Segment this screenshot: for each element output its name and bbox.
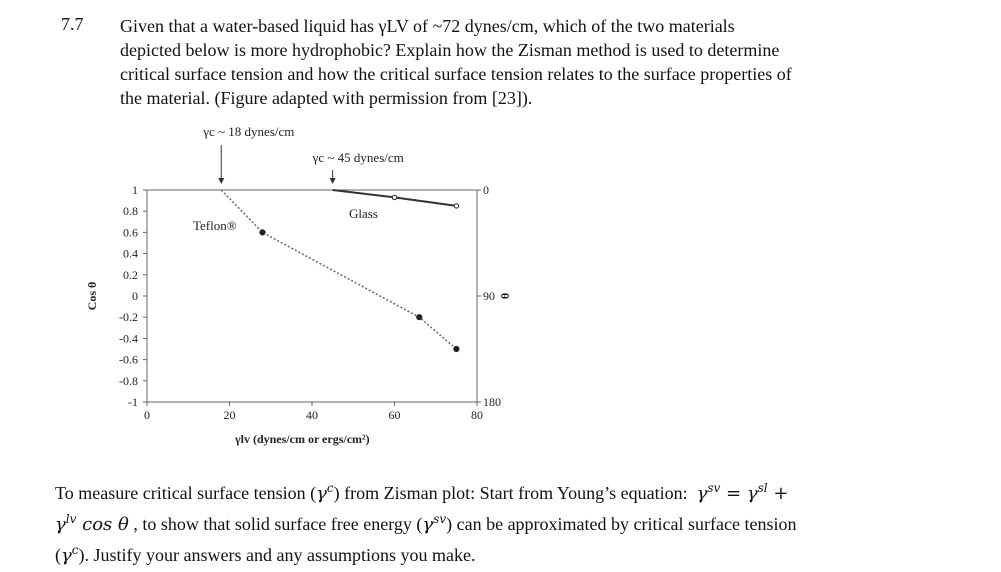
data-point xyxy=(453,345,460,353)
annotation-arrowhead xyxy=(218,178,225,184)
y-tick-label: -0.8 xyxy=(119,374,138,388)
series-label: Glass xyxy=(349,206,378,221)
zisman-plot: 1 0.8 0.6 0.4 0.2 0 -0.2 -0.4 -0.6 -0.8 -1 0 20 40 60 8… xyxy=(85,124,512,446)
y-tick-label: 0.8 xyxy=(123,204,138,218)
x-axis-label: γlv (dynes/cm or ergs/cm²) xyxy=(234,432,370,446)
y-tick-label: -0.4 xyxy=(119,331,138,345)
series-line-0 xyxy=(220,189,457,350)
question-line-2: depicted below is more hydrophobic? Expl… xyxy=(120,40,780,60)
question-number: 7.7 xyxy=(61,14,84,34)
instructions-line-3: (γc). Justify your answers and any assum… xyxy=(55,543,476,566)
data-point xyxy=(453,203,460,209)
y-tick-label: -0.2 xyxy=(119,310,138,324)
x-tick-label: 0 xyxy=(144,408,150,422)
x-tick-label: 80 xyxy=(471,408,483,422)
data-point xyxy=(416,314,423,321)
critical-tension-annotation: γc ~ 18 dynes/cm xyxy=(202,124,294,139)
question-line-1: Given that a water-based liquid has γLV … xyxy=(120,16,735,36)
data-point xyxy=(391,194,398,201)
x-tick-label: 40 xyxy=(306,408,318,422)
y-axis-label: Cos θ xyxy=(85,282,99,311)
y-tick-label: -0.6 xyxy=(119,353,138,367)
y2-tick-label: 90 xyxy=(483,289,495,303)
y2-tick-label: 180 xyxy=(483,395,501,409)
y-tick-label: 0.4 xyxy=(123,247,138,261)
question-text: Given that a water-based liquid has γLV … xyxy=(92,14,892,110)
instructions-line-1: To measure critical surface tension (γc)… xyxy=(55,481,789,504)
data-point xyxy=(259,229,266,236)
y-tick-label: 0 xyxy=(132,289,138,303)
x-tick-label: 20 xyxy=(224,408,236,422)
y2-axis-label: θ xyxy=(498,293,512,299)
y2-tick-label: 0 xyxy=(483,183,489,197)
series-label: Teflon® xyxy=(193,218,237,233)
y-tick-label: 1 xyxy=(132,183,138,197)
y-tick-label: -1 xyxy=(128,395,138,409)
annotation-arrowhead xyxy=(329,178,336,184)
x-tick-label: 60 xyxy=(389,408,401,422)
critical-tension-annotation: γc ~ 45 dynes/cm xyxy=(312,150,404,165)
instructions-text: To measure critical surface tension (γc)… xyxy=(55,478,999,571)
y-tick-label: 0.2 xyxy=(123,268,138,282)
question-line-3: critical surface tension and how the cri… xyxy=(120,64,792,84)
y-tick-label: 0.6 xyxy=(123,225,138,239)
instructions-line-2: γlv cos θ , to show that solid surface f… xyxy=(55,512,797,535)
question-line-4: the material. (Figure adapted with permi… xyxy=(120,88,533,108)
